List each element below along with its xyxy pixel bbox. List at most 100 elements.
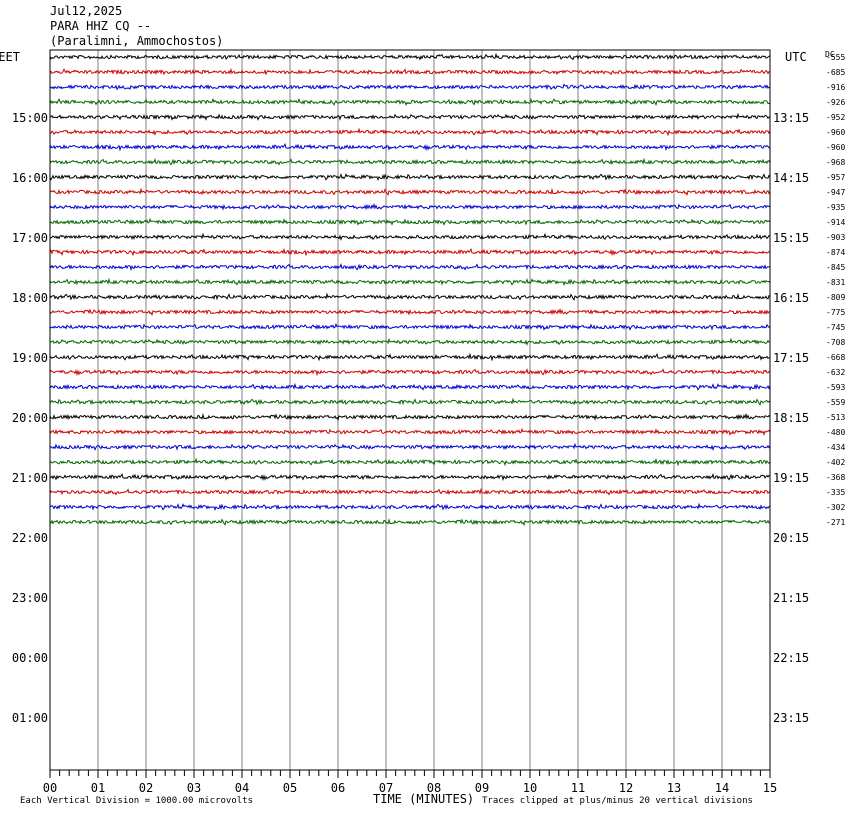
dc-offset-label: -402 [826, 458, 845, 467]
dc-offset-label: -593 [826, 383, 845, 392]
dc-offset-label: -685 [826, 68, 845, 77]
dc-offset-label: -559 [826, 398, 845, 407]
x-tick-label: 04 [235, 781, 249, 795]
dc-offset-label: -271 [826, 518, 845, 527]
x-tick-label: 09 [475, 781, 489, 795]
seismic-trace [49, 127, 771, 137]
dc-offset-label: -903 [826, 233, 845, 242]
x-tick-label: 02 [139, 781, 153, 795]
right-time-label: 18:15 [773, 411, 809, 425]
x-tick-label: 14 [715, 781, 729, 795]
clip-note: Traces clipped at plus/minus 20 vertical… [482, 796, 753, 806]
left-time-label: 20:00 [12, 411, 48, 425]
dc-offset-label: -302 [826, 503, 845, 512]
seismic-trace [49, 473, 771, 482]
x-tick-label: 10 [523, 781, 537, 795]
plot-frame [49, 49, 771, 771]
left-time-label: 22:00 [12, 531, 48, 545]
seismic-trace [49, 518, 771, 527]
dc-offset-label: -960 [826, 143, 845, 152]
dc-offset-label: -968 [826, 158, 845, 167]
left-time-label: 17:00 [12, 231, 48, 245]
x-tick-label: 06 [331, 781, 345, 795]
seismic-trace [49, 52, 771, 61]
dc-offset-label: -947 [826, 188, 845, 197]
left-time-label: 15:00 [12, 111, 48, 125]
seismic-trace [49, 322, 771, 331]
dc-offset-label: -555 [826, 53, 845, 62]
left-time-label: 23:00 [12, 591, 48, 605]
right-time-label: 13:15 [773, 111, 809, 125]
right-time-label: 20:15 [773, 531, 809, 545]
left-time-label: 19:00 [12, 351, 48, 365]
seismic-trace [49, 202, 771, 211]
x-tick-label: 00 [43, 781, 57, 795]
seismic-trace [49, 382, 771, 392]
dc-offset-label: -952 [826, 113, 845, 122]
x-tick-label: 11 [571, 781, 585, 795]
right-axis-label: UTC [785, 50, 807, 64]
right-time-label: 15:15 [773, 231, 809, 245]
seismic-trace [49, 247, 771, 257]
dc-offset-label: -809 [826, 293, 845, 302]
seismic-trace [49, 157, 771, 166]
seismic-trace [49, 67, 771, 76]
dc-offset-label: -513 [826, 413, 845, 422]
x-tick-label: 12 [619, 781, 633, 795]
seismic-trace [49, 187, 771, 197]
left-time-label: 01:00 [12, 711, 48, 725]
right-time-label: 23:15 [773, 711, 809, 725]
scale-note: Each Vertical Division = 1000.00 microvo… [20, 796, 253, 806]
seismic-trace [49, 97, 771, 106]
seismic-trace [49, 83, 771, 91]
dc-offset-label: -745 [826, 323, 845, 332]
seismic-trace [49, 292, 771, 301]
date-label: Jul12,2025 [50, 4, 123, 18]
seismic-trace [49, 263, 771, 272]
seismic-trace [49, 337, 771, 346]
dc-offset-label: -831 [826, 278, 845, 287]
right-time-label: 14:15 [773, 171, 809, 185]
x-tick-label: 07 [379, 781, 393, 795]
left-time-label: 16:00 [12, 171, 48, 185]
seismic-trace [49, 427, 771, 436]
left-time-label: 00:00 [12, 651, 48, 665]
dc-offset-label: -335 [826, 488, 845, 497]
seismic-trace [49, 173, 771, 182]
dc-offset-label: -957 [826, 173, 845, 182]
right-time-label: 17:15 [773, 351, 809, 365]
x-tick-label: 03 [187, 781, 201, 795]
seismic-trace [49, 217, 771, 226]
dc-offset-label: -632 [826, 368, 845, 377]
dc-offset-label: -368 [826, 473, 845, 482]
seismic-trace [49, 112, 771, 121]
x-tick-label: 01 [91, 781, 105, 795]
seismic-trace [49, 142, 771, 152]
dc-offset-label: -668 [826, 353, 845, 362]
right-time-label: 21:15 [773, 591, 809, 605]
seismic-trace [49, 457, 771, 467]
seismic-trace [49, 352, 771, 362]
seismic-trace [49, 487, 771, 496]
dc-label: DC [825, 50, 835, 59]
seismic-trace [49, 277, 771, 287]
seismic-trace [49, 502, 771, 512]
dc-offset-label: -874 [826, 248, 845, 257]
traces [49, 52, 771, 527]
left-axis-label: EET [0, 50, 20, 64]
dc-offset-label: -708 [826, 338, 845, 347]
dc-offset-label: -845 [826, 263, 845, 272]
location-label: (Paralimni, Ammochostos) [50, 34, 224, 48]
x-tick-label: 05 [283, 781, 297, 795]
dc-offset-label: -775 [826, 308, 845, 317]
x-tick-label: 15 [763, 781, 777, 795]
left-time-label: 18:00 [12, 291, 48, 305]
right-time-label: 22:15 [773, 651, 809, 665]
dc-offset-label: -960 [826, 128, 845, 137]
dc-offset-label: -914 [826, 218, 845, 227]
station-label: PARA HHZ CQ -- [50, 19, 152, 33]
seismic-trace [49, 232, 771, 241]
labels: 00 01 02 03 04 05 06 07 08 09 10 11 12 13 14 15 EET UTC DC… [0, 50, 845, 795]
dc-offset-label: -926 [826, 98, 845, 107]
right-time-label: 16:15 [773, 291, 809, 305]
